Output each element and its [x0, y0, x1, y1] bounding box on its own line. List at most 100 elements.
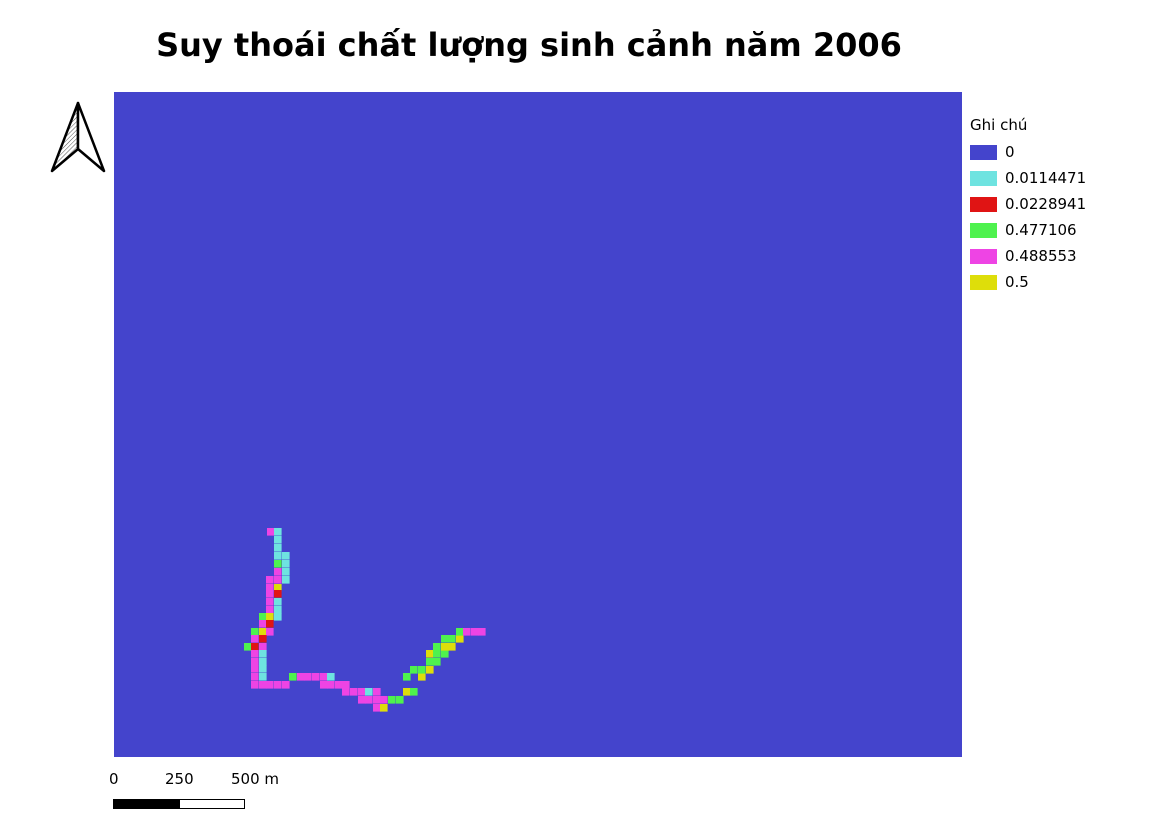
raster-cell	[403, 673, 411, 681]
raster-cell	[312, 673, 320, 681]
raster-cell	[410, 666, 418, 674]
legend-swatch	[970, 170, 997, 186]
raster-cell	[426, 658, 434, 666]
raster-cell	[274, 528, 282, 536]
raster-cell	[403, 688, 411, 696]
scale-bar-segment-black	[113, 799, 179, 809]
raster-cell	[274, 576, 282, 584]
raster-cell	[327, 673, 335, 681]
raster-cell	[274, 590, 282, 598]
raster-cell	[456, 635, 464, 643]
raster-cell	[259, 650, 267, 658]
raster-cell	[251, 658, 259, 666]
legend-item: 0.0228941	[970, 191, 1170, 217]
raster-cell	[358, 696, 366, 704]
raster-cell	[282, 568, 290, 576]
raster-cell	[259, 658, 267, 666]
map-canvas[interactable]	[114, 92, 962, 757]
raster-cell	[358, 688, 366, 696]
scale-label-250: 250	[165, 770, 194, 788]
raster-cell	[418, 666, 426, 674]
raster-cell	[441, 635, 449, 643]
raster-cell	[380, 696, 388, 704]
north-arrow-icon	[48, 99, 108, 175]
raster-cell	[274, 536, 282, 544]
raster-cell	[448, 643, 456, 651]
legend-swatch	[970, 144, 997, 160]
raster-cell	[365, 696, 373, 704]
raster-cell	[259, 643, 267, 651]
legend-label: 0.488553	[1005, 247, 1077, 265]
raster-cell	[441, 650, 449, 658]
raster-cell	[259, 613, 267, 621]
raster-cell	[350, 688, 358, 696]
raster-cell	[433, 643, 441, 651]
raster-cell	[426, 650, 434, 658]
scale-label-500: 500 m	[231, 770, 280, 788]
habitat-cells	[244, 528, 486, 712]
raster-cell	[251, 635, 259, 643]
legend-label: 0.0228941	[1005, 195, 1087, 213]
scale-label-0: 0	[109, 770, 119, 788]
raster-cell	[342, 688, 350, 696]
raster-cell	[380, 704, 388, 712]
raster-cell	[441, 643, 449, 651]
legend-label: 0	[1005, 143, 1015, 161]
legend-label: 0.0114471	[1005, 169, 1087, 187]
legend-swatch	[970, 274, 997, 290]
raster-cell	[266, 584, 274, 592]
scale-bar-segment-white	[179, 799, 245, 809]
raster-cell	[259, 665, 267, 673]
legend-item: 0.477106	[970, 217, 1170, 243]
raster-cell	[259, 620, 267, 628]
legend-swatch	[970, 248, 997, 264]
legend-label: 0.5	[1005, 273, 1029, 291]
raster-cell	[266, 590, 274, 598]
map-title: Suy thoái chất lượng sinh cảnh năm 2006	[156, 26, 902, 64]
raster-cell	[365, 688, 373, 696]
raster-cell	[274, 681, 282, 689]
raster-cell	[327, 681, 335, 689]
raster-cell	[274, 584, 282, 592]
raster-cell	[456, 628, 464, 636]
raster-cell	[274, 613, 282, 621]
raster-cell	[259, 673, 267, 681]
raster-cell	[471, 628, 479, 636]
legend-item: 0.488553	[970, 243, 1170, 269]
raster-cell	[373, 704, 381, 712]
raster-cell	[388, 696, 396, 704]
legend-title: Ghi chú	[970, 116, 1028, 134]
raster-cell	[251, 673, 259, 681]
raster-cell	[274, 568, 282, 576]
raster-cell	[251, 665, 259, 673]
raster-cell	[396, 696, 404, 704]
raster-cell	[297, 673, 305, 681]
raster-cell	[274, 552, 282, 560]
raster-cell	[274, 560, 282, 568]
raster-cell	[433, 658, 441, 666]
raster-cell	[259, 635, 267, 643]
raster-cell	[282, 576, 290, 584]
raster-cell	[289, 673, 297, 681]
raster-cell	[274, 544, 282, 552]
scale-bar: 0 250 500 m	[105, 770, 305, 815]
raster-cell	[418, 673, 426, 681]
raster-cell	[282, 681, 290, 689]
raster-cell	[342, 681, 350, 689]
raster-cell	[274, 606, 282, 614]
raster-cell	[282, 552, 290, 560]
raster-cell	[282, 560, 290, 568]
legend-label: 0.477106	[1005, 221, 1077, 239]
raster-cell	[433, 650, 441, 658]
legend-item: 0	[970, 139, 1170, 165]
raster-cell	[426, 666, 434, 674]
raster-cell	[266, 576, 274, 584]
raster-cell	[251, 628, 259, 636]
raster-cell	[266, 598, 274, 606]
raster-cell	[320, 681, 328, 689]
legend-swatch	[970, 196, 997, 212]
raster-cell	[266, 620, 274, 628]
raster-cell	[320, 673, 328, 681]
legend-swatch	[970, 222, 997, 238]
raster-cell	[373, 696, 381, 704]
